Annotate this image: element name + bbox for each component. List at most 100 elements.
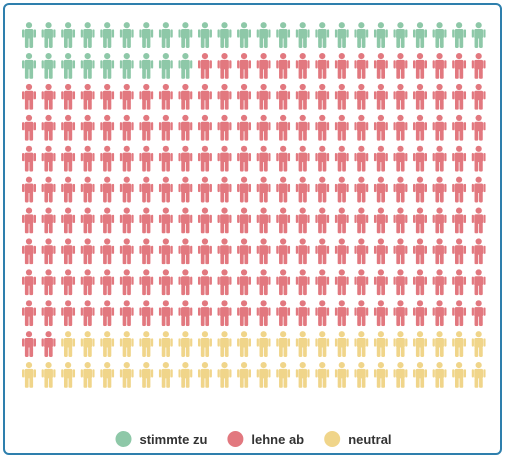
- person-icon: [471, 53, 486, 79]
- legend-marker[interactable]: [324, 431, 341, 447]
- person-icon: [452, 176, 467, 203]
- person-icon: [100, 145, 115, 172]
- person-icon: [276, 22, 291, 48]
- person-icon: [217, 207, 232, 234]
- person-icon: [354, 269, 369, 296]
- person-icon: [354, 53, 369, 79]
- person-icon: [178, 114, 193, 141]
- person-icon: [41, 145, 56, 172]
- person-icon: [315, 331, 330, 357]
- person-icon: [452, 362, 467, 388]
- person-icon: [100, 53, 115, 79]
- person-icon: [354, 114, 369, 141]
- person-icon: [80, 362, 95, 388]
- person-icon: [256, 83, 271, 110]
- person-icon: [197, 238, 212, 265]
- person-icon: [178, 83, 193, 110]
- person-icon: [432, 22, 447, 48]
- person-icon: [393, 331, 408, 357]
- person-icon: [139, 176, 154, 203]
- person-icon: [197, 114, 212, 141]
- person-icon: [139, 362, 154, 388]
- person-icon: [471, 145, 486, 172]
- person-icon: [256, 22, 271, 48]
- person-icon: [276, 362, 291, 388]
- person-icon: [100, 22, 115, 48]
- person-icon: [393, 238, 408, 265]
- person-icon: [158, 176, 173, 203]
- person-icon: [413, 22, 427, 48]
- person-icon: [256, 114, 271, 141]
- person-icon: [334, 331, 349, 357]
- person-icon: [217, 176, 232, 203]
- person-icon: [100, 269, 115, 296]
- person-icon: [315, 269, 330, 296]
- person-icon: [432, 331, 447, 357]
- person-icon: [217, 362, 232, 388]
- person-icon: [100, 176, 115, 203]
- person-icon: [295, 176, 310, 203]
- person-icon: [217, 22, 232, 48]
- person-icon: [178, 331, 193, 357]
- person-icon: [61, 53, 76, 79]
- person-icon: [256, 331, 271, 357]
- person-icon: [452, 331, 467, 357]
- person-icon: [217, 238, 232, 265]
- person-icon: [276, 207, 291, 234]
- person-icon: [276, 83, 291, 110]
- person-icon: [373, 176, 388, 203]
- person-icon: [217, 300, 232, 327]
- person-icon: [217, 114, 232, 141]
- person-icon: [237, 331, 252, 357]
- person-icon: [334, 238, 349, 265]
- person-icon: [178, 300, 193, 327]
- legend-marker[interactable]: [227, 431, 244, 447]
- person-icon: [139, 114, 154, 141]
- person-icon: [393, 362, 408, 388]
- person-icon: [158, 114, 173, 141]
- person-icon: [471, 83, 486, 110]
- person-icon: [373, 145, 388, 172]
- person-icon: [158, 22, 173, 48]
- person-icon: [373, 238, 388, 265]
- person-icon: [22, 22, 36, 48]
- person-icon: [119, 238, 134, 265]
- person-icon: [119, 22, 134, 48]
- person-icon: [256, 53, 271, 79]
- person-icon: [354, 238, 369, 265]
- person-icon: [139, 145, 154, 172]
- person-icon: [373, 22, 388, 48]
- person-icon: [276, 53, 291, 79]
- person-icon: [471, 362, 486, 388]
- person-icon: [452, 207, 467, 234]
- legend-marker[interactable]: [115, 431, 132, 447]
- person-icon: [413, 83, 427, 110]
- person-icon: [80, 207, 95, 234]
- person-icon: [61, 114, 76, 141]
- person-icon: [139, 207, 154, 234]
- person-icon: [432, 207, 447, 234]
- legend-label: lehne ab: [251, 432, 304, 447]
- person-icon: [413, 331, 427, 357]
- person-icon: [61, 207, 76, 234]
- person-icon: [61, 331, 76, 357]
- person-icon: [413, 53, 427, 79]
- person-icon: [432, 145, 447, 172]
- person-icon: [295, 83, 310, 110]
- person-icon: [334, 83, 349, 110]
- person-icon: [178, 53, 193, 79]
- person-icon: [41, 22, 56, 48]
- person-icon: [22, 145, 36, 172]
- person-icon: [471, 331, 486, 357]
- person-icon: [354, 362, 369, 388]
- person-icon: [373, 269, 388, 296]
- person-icon: [393, 83, 408, 110]
- person-icon: [393, 114, 408, 141]
- person-icon: [197, 22, 212, 48]
- person-icon: [334, 53, 349, 79]
- person-icon: [80, 238, 95, 265]
- person-icon: [80, 176, 95, 203]
- person-icon: [393, 176, 408, 203]
- person-icon: [315, 176, 330, 203]
